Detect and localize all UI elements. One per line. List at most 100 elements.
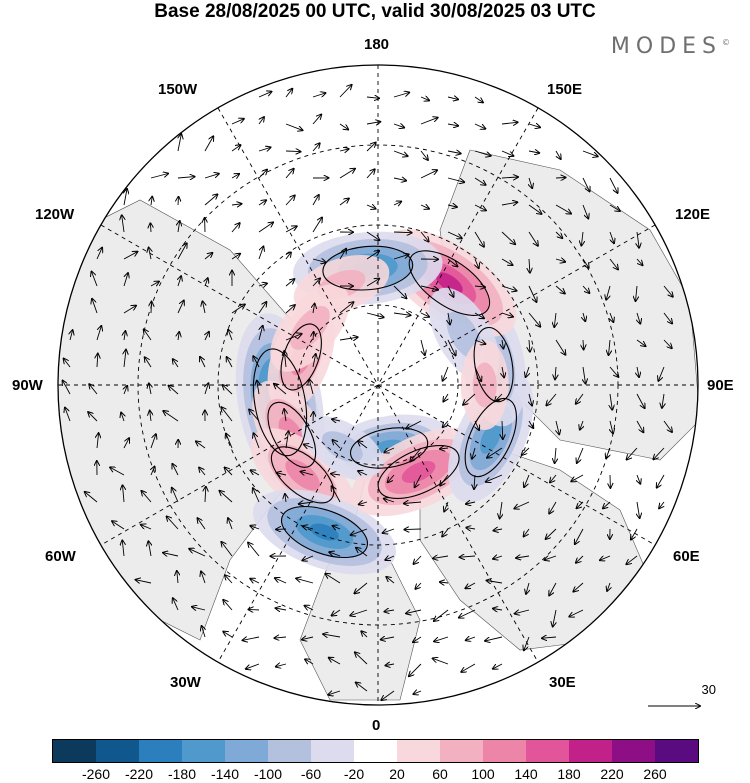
colorbar-tick-label: -20 — [343, 766, 365, 782]
wind-vector — [198, 518, 206, 530]
wind-vector — [637, 474, 640, 484]
colorbar-segment — [354, 740, 397, 762]
wind-vector — [526, 582, 529, 594]
wind-vector — [528, 231, 538, 246]
lon-label-30e: 30E — [549, 674, 576, 691]
wind-vector — [582, 285, 589, 293]
wind-vector — [339, 169, 355, 179]
lon-label-0: 0 — [372, 717, 381, 734]
wind-vector — [204, 174, 219, 179]
wind-vector — [221, 542, 233, 557]
wind-vector — [258, 200, 266, 205]
wind-vector — [526, 366, 529, 377]
wind-vector — [514, 501, 530, 509]
height-contours — [252, 245, 517, 559]
wind-vector — [637, 312, 640, 324]
wind-vector — [500, 501, 502, 518]
wind-vector — [474, 312, 484, 318]
colorbar-tick-label: 60 — [432, 766, 448, 782]
wind-vector — [150, 434, 156, 449]
contour-line-7 — [464, 398, 517, 478]
wind-vector — [555, 259, 565, 262]
wind-vector — [529, 258, 530, 273]
wind-vector — [249, 609, 260, 610]
copyright-mark: © — [722, 38, 730, 47]
wind-vector — [542, 637, 557, 638]
wind-vector — [285, 151, 301, 152]
wind-vector — [202, 626, 205, 638]
wind-vector — [205, 278, 208, 287]
wind-vector — [607, 582, 610, 591]
wind-vector — [546, 393, 557, 405]
wind-vector — [413, 691, 422, 694]
wind-vector — [305, 659, 314, 664]
wind-vector — [243, 637, 260, 640]
wind-vector — [332, 609, 341, 616]
wind-vector — [580, 420, 583, 430]
wind-vector — [415, 474, 422, 487]
lon-label-150e: 150E — [547, 81, 583, 98]
wind-vector — [443, 366, 449, 381]
wind-vector — [385, 556, 395, 560]
wind-vector — [447, 339, 456, 355]
wind-vector — [493, 609, 503, 611]
colorbar-ticks: -260 -220 -180 -140 -100 -60 -20 20 60 100 140 180 2… — [52, 766, 702, 782]
wind-vector — [332, 486, 341, 503]
wind-vector — [250, 579, 260, 583]
wind-vector — [659, 501, 664, 508]
wind-vector — [177, 243, 187, 260]
wind-vector — [312, 278, 320, 287]
wind-vector — [447, 177, 464, 182]
wind-vector — [384, 499, 395, 502]
wind-vector — [329, 658, 341, 665]
wind-vector — [88, 412, 98, 422]
colorbar-segment — [139, 740, 182, 762]
wind-vector — [136, 580, 152, 583]
contour-line-4 — [281, 505, 368, 559]
wind-vector — [141, 525, 152, 530]
wind-vector — [626, 555, 638, 564]
wind-vector — [85, 492, 98, 503]
wind-vector — [366, 205, 376, 209]
wind-vector — [636, 420, 643, 432]
colorbar — [52, 739, 699, 763]
wind-vector — [583, 312, 585, 321]
wind-vector — [177, 571, 178, 584]
wind-vector — [528, 204, 542, 214]
wind-vector — [301, 472, 314, 475]
wind-vector — [609, 204, 620, 211]
wind-vector — [284, 351, 286, 368]
wind-vector — [285, 89, 292, 98]
wind-vector — [274, 384, 287, 395]
wind-vector — [577, 447, 584, 463]
wind-vector — [524, 636, 530, 650]
wind-vector — [600, 556, 611, 560]
wind-vector — [189, 549, 206, 557]
wind-vector — [549, 501, 557, 514]
wind-vector — [393, 93, 409, 98]
wind-vector — [550, 474, 557, 482]
colorbar-segment — [96, 740, 139, 762]
wind-vector — [631, 528, 638, 540]
wind-vector — [163, 553, 179, 556]
wind-vector — [386, 664, 395, 666]
wind-vector — [627, 447, 638, 460]
wind-vector — [555, 447, 556, 463]
wind-vector — [64, 359, 71, 368]
wind-vector — [313, 332, 314, 341]
chart-title: Base 28/08/2025 00 UTC, valid 30/08/2025… — [154, 1, 596, 22]
wind-vector — [493, 663, 503, 669]
colorbar-tick-label: -100 — [253, 766, 283, 782]
wind-vector — [501, 177, 518, 178]
wind-vector — [309, 380, 313, 395]
wind-vector — [200, 357, 206, 368]
wind-vector — [303, 526, 314, 529]
wind-vector — [299, 502, 314, 504]
wind-vector — [358, 441, 368, 449]
anomaly-shade-12 — [290, 305, 330, 350]
wind-vector — [501, 313, 513, 317]
wind-vector — [415, 582, 422, 589]
map-boundary — [57, 64, 699, 706]
wind-vector — [447, 151, 461, 154]
colorbar-tick-label: 100 — [471, 766, 495, 782]
